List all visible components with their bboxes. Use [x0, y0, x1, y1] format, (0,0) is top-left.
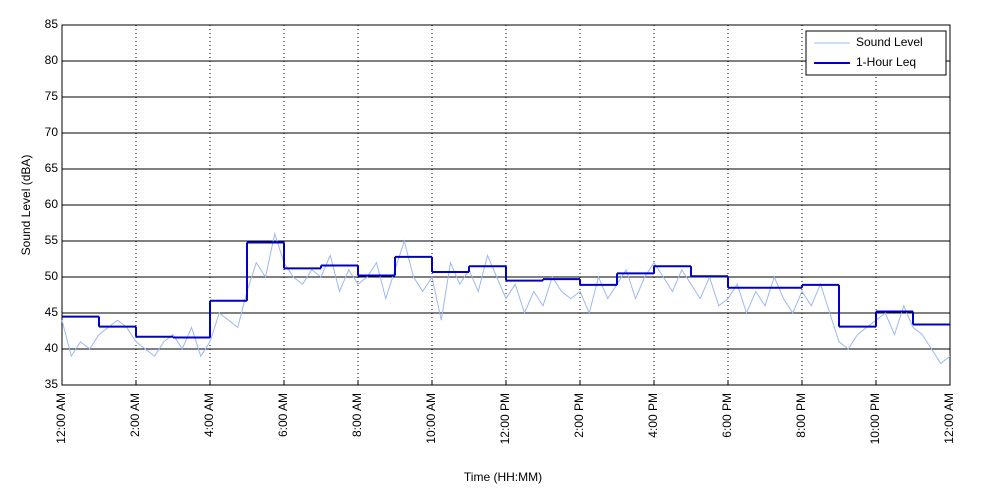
y-axis-label: Sound Level (dBA)	[19, 155, 33, 256]
y-tick-label: 55	[45, 233, 59, 247]
x-tick-label: 6:00 PM	[720, 393, 734, 438]
x-axis-label: Time (HH:MM)	[464, 470, 542, 484]
x-tick-label: 12:00 AM	[942, 393, 956, 444]
y-tick-label: 85	[45, 17, 59, 31]
y-tick-label: 40	[45, 341, 59, 355]
x-tick-label: 12:00 AM	[54, 393, 68, 444]
x-tick-label: 2:00 PM	[572, 393, 586, 438]
x-tick-label: 6:00 AM	[276, 393, 290, 437]
y-tick-label: 80	[45, 53, 59, 67]
legend-label: 1-Hour Leq	[856, 55, 916, 69]
x-tick-label: 8:00 AM	[350, 393, 364, 437]
y-tick-label: 45	[45, 305, 59, 319]
x-tick-label: 4:00 PM	[646, 393, 660, 438]
y-tick-label: 50	[45, 269, 59, 283]
sound-level-line	[61, 231, 951, 365]
x-tick-label: 4:00 AM	[202, 393, 216, 437]
x-tick-label: 12:00 PM	[498, 393, 512, 444]
x-tick-label: 10:00 AM	[424, 393, 438, 444]
y-tick-label: 35	[45, 377, 59, 391]
legend-box	[805, 30, 947, 76]
plot-frame	[61, 24, 951, 386]
x-tick-label: 8:00 PM	[794, 393, 808, 438]
x-tick-label: 10:00 PM	[868, 393, 882, 444]
y-tick-label: 60	[45, 197, 59, 211]
y-tick-label: 75	[45, 89, 59, 103]
x-tick-label: 2:00 AM	[128, 393, 142, 437]
y-tick-label: 65	[45, 161, 59, 175]
legend-label: Sound Level	[856, 35, 923, 49]
y-tick-label: 70	[45, 125, 59, 139]
